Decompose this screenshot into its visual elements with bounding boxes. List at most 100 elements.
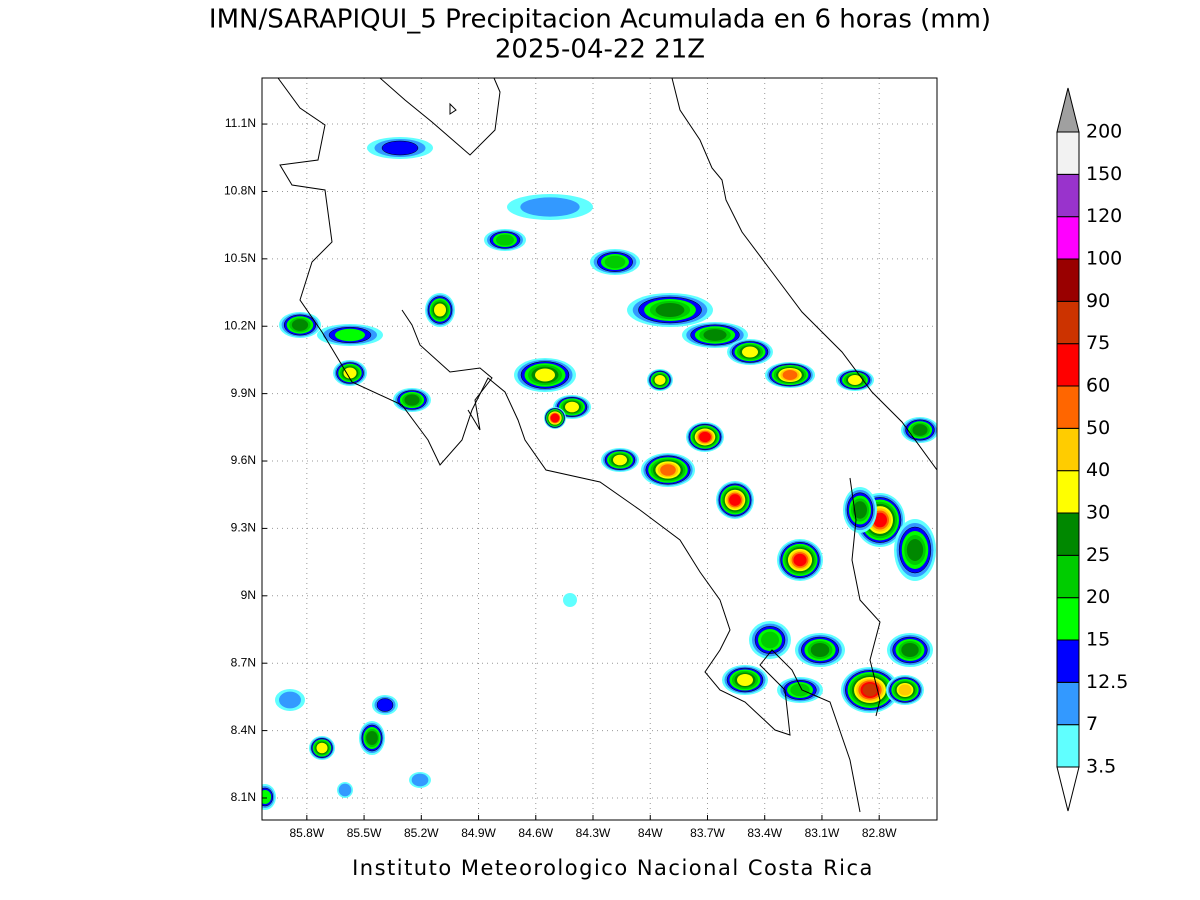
rain-cell xyxy=(535,368,555,382)
rain-cell xyxy=(729,494,741,506)
rain-cell xyxy=(654,375,666,385)
rain-cell xyxy=(376,698,394,712)
coastlines xyxy=(277,78,937,813)
x-tick-label: 84.3W xyxy=(576,826,611,840)
rain-cell xyxy=(862,683,878,697)
x-tick-label: 85.5W xyxy=(347,826,382,840)
rain-cell xyxy=(279,691,301,709)
rain-cell xyxy=(810,643,830,657)
x-tick-label: 83.1W xyxy=(805,826,840,840)
y-tick-label: 10.5N xyxy=(224,251,256,265)
rain-cell xyxy=(873,512,887,528)
map-footer: Instituto Meteorologico Nacional Costa R… xyxy=(352,856,874,880)
colorbar-box xyxy=(1056,681,1080,726)
rain-cell xyxy=(761,631,779,649)
colorbar: 3.5 7 12.5 15 20 25 30 40 50 60 75 90 100 120 150 200 xyxy=(1056,87,1128,812)
colorbar-label: 12.5 xyxy=(1086,671,1128,693)
rain-cell xyxy=(335,328,365,342)
x-tick-label: 85.8W xyxy=(289,826,324,840)
colorbar-label: 75 xyxy=(1086,332,1110,354)
rain-cell xyxy=(262,790,272,804)
colorbar-label: 60 xyxy=(1086,375,1110,397)
rain-cell xyxy=(613,454,627,466)
rain-cell xyxy=(742,346,758,358)
y-tick-label: 10.8N xyxy=(224,184,256,198)
rain-cell xyxy=(563,593,577,607)
colorbar-box xyxy=(1056,639,1080,683)
rain-cell xyxy=(793,553,807,567)
rain-cell xyxy=(853,501,867,519)
rain-cell xyxy=(550,413,560,423)
colorbar-box xyxy=(1056,724,1080,768)
x-tick-label: 85.2W xyxy=(404,826,439,840)
rain-cell xyxy=(790,683,810,697)
map-frame xyxy=(261,77,938,821)
map-title: IMN/SARAPIQUI_5 Precipitacion Acumulada … xyxy=(209,5,991,35)
pacific-coast xyxy=(277,78,861,813)
rain-cell xyxy=(381,140,419,156)
rain-cell xyxy=(366,731,378,745)
colorbar-label: 50 xyxy=(1086,417,1110,439)
colorbar-label: 200 xyxy=(1086,121,1122,143)
colorbar-label: 15 xyxy=(1086,629,1110,651)
colorbar-label: 7 xyxy=(1086,713,1098,735)
y-tick-label: 9.3N xyxy=(231,521,256,535)
x-tick-label: 84W xyxy=(638,826,663,840)
colorbar-box xyxy=(1056,216,1080,260)
y-tick-label: 9N xyxy=(241,588,256,602)
rain-cell xyxy=(782,370,798,380)
colorbar-label: 30 xyxy=(1086,502,1110,524)
colorbar-box xyxy=(1056,554,1080,599)
colorbar-box xyxy=(1056,512,1080,556)
rain-cell xyxy=(660,464,676,476)
x-tick-label: 82.8W xyxy=(862,826,897,840)
rain-cell xyxy=(520,197,580,217)
y-tick-label: 8.1N xyxy=(231,790,256,804)
y-tick-label: 9.6N xyxy=(231,453,256,467)
rain-cell xyxy=(496,234,514,246)
rain-cell xyxy=(655,303,685,317)
x-tick-label: 83.4W xyxy=(747,826,782,840)
rain-cell xyxy=(737,674,753,686)
caribbean-coast xyxy=(671,78,937,471)
colorbar-box xyxy=(1056,470,1080,514)
lake-nicaragua xyxy=(379,78,501,156)
colorbar-box xyxy=(1056,427,1080,472)
y-tick-label: 11.1N xyxy=(225,116,256,130)
y-tick-label: 8.7N xyxy=(231,655,256,669)
island xyxy=(449,102,457,115)
rain-cell xyxy=(338,783,352,797)
colorbar-label: 120 xyxy=(1086,205,1122,227)
x-tick-label: 83.7W xyxy=(690,826,725,840)
map-subtitle: 2025-04-22 21Z xyxy=(495,35,705,65)
rain-cell xyxy=(316,742,328,754)
x-tick-label: 84.9W xyxy=(461,826,496,840)
y-tick-label: 9.9N xyxy=(231,386,256,400)
rain-cell xyxy=(291,319,309,331)
colorbar-label: 90 xyxy=(1086,290,1110,312)
rain-cell xyxy=(343,367,357,379)
rain-cell xyxy=(898,684,912,696)
colorbar-under xyxy=(1056,766,1080,812)
colorbar-box xyxy=(1056,300,1080,345)
rain-cell xyxy=(912,424,928,436)
colorbar-box xyxy=(1056,173,1080,218)
rain-cell xyxy=(565,401,579,413)
colorbar-over xyxy=(1056,87,1080,133)
rain-cell xyxy=(604,255,626,269)
rain-cell xyxy=(434,303,446,317)
axes: 85.8W 85.5W 85.2W 84.9W 84.6W 84.3W 84W 83.7W 83… xyxy=(224,116,897,840)
rain-cell xyxy=(901,643,919,657)
y-tick-label: 10.2N xyxy=(224,318,256,332)
colorbar-label: 25 xyxy=(1086,544,1110,566)
rain-cell xyxy=(848,375,862,385)
x-tick-label: 84.6W xyxy=(518,826,553,840)
colorbar-label: 3.5 xyxy=(1086,756,1116,778)
rain-cells xyxy=(262,137,937,810)
colorbar-label: 20 xyxy=(1086,586,1110,608)
colorbar-box xyxy=(1056,131,1080,175)
precipitation-field xyxy=(262,137,937,810)
colorbar-label: 40 xyxy=(1086,459,1110,481)
colorbar-box xyxy=(1056,258,1080,302)
colorbar-box xyxy=(1056,597,1080,641)
